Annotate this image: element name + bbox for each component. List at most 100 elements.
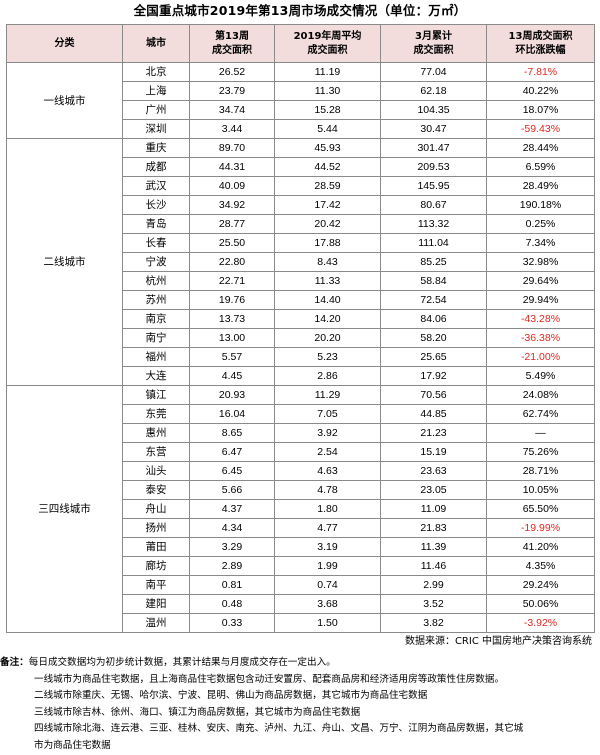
march-cell: 70.56 [380, 385, 487, 405]
change-cell: 28.49% [486, 176, 595, 196]
march-cell: 23.05 [380, 480, 487, 500]
change-cell: 0.25% [486, 214, 595, 234]
city-cell: 广州 [122, 100, 190, 120]
notes-line-first: 备注：每日成交数据均为初步统计数据，其累计结果与月度成交存在一定出入。 [0, 655, 594, 672]
avg-cell: 3.68 [274, 594, 381, 614]
avg-cell: 14.20 [274, 309, 381, 329]
city-cell: 温州 [122, 613, 190, 633]
march-cell: 85.25 [380, 252, 487, 272]
change-cell: -21.00% [486, 347, 595, 367]
city-cell: 廊坊 [122, 556, 190, 576]
header-week13-line1: 第13周 [215, 30, 249, 42]
city-cell: 福州 [122, 347, 190, 367]
avg-cell: 8.43 [274, 252, 381, 272]
change-cell: 62.74% [486, 404, 595, 424]
header-avg-line2: 成交面积 [307, 44, 348, 56]
march-cell: 30.47 [380, 119, 487, 139]
change-cell: — [486, 423, 595, 443]
march-cell: 21.23 [380, 423, 487, 443]
avg-cell: 20.20 [274, 328, 381, 348]
table-row: 建阳 0.48 3.68 3.52 50.06% [7, 594, 595, 614]
week13-cell: 89.70 [189, 138, 275, 158]
change-cell: 50.06% [486, 594, 595, 614]
week13-cell: 20.93 [189, 385, 275, 405]
header-city: 城市 [122, 24, 190, 63]
avg-cell: 2.54 [274, 442, 381, 462]
change-cell: -7.81% [486, 62, 595, 82]
header-avg: 2019年周平均 成交面积 [274, 24, 381, 63]
week13-cell: 19.76 [189, 290, 275, 310]
table-row: 南京 13.73 14.20 84.06 -43.28% [7, 309, 595, 329]
city-cell: 舟山 [122, 499, 190, 519]
avg-cell: 3.92 [274, 423, 381, 443]
week13-cell: 13.00 [189, 328, 275, 348]
week13-cell: 5.57 [189, 347, 275, 367]
notes-line: 市为商品住宅数据 [34, 739, 111, 751]
march-cell: 145.95 [380, 176, 487, 196]
week13-cell: 44.31 [189, 157, 275, 177]
avg-cell: 1.99 [274, 556, 381, 576]
notes-line: 每日成交数据均为初步统计数据，其累计结果与月度成交存在一定出入。 [28, 657, 336, 668]
avg-cell: 7.05 [274, 404, 381, 424]
week13-cell: 4.45 [189, 366, 275, 386]
table-body: 一线城市 北京 26.52 11.19 77.04 -7.81% 上海 23.79 11.30 6… [6, 62, 595, 633]
header-category: 分类 [6, 24, 123, 63]
category-cell: 二线城市 [6, 138, 123, 386]
table-row: 长春 25.50 17.88 111.04 7.34% [7, 233, 595, 253]
table-row: 廊坊 2.89 1.99 11.46 4.35% [7, 556, 595, 576]
notes-line: 四线城市除北海、连云港、三亚、桂林、安庆、南充、泸州、九江、舟山、文昌、万宁、江… [34, 723, 524, 735]
avg-cell: 3.19 [274, 537, 381, 557]
change-cell: 18.07% [486, 100, 595, 120]
header-week13: 第13周 成交面积 [189, 24, 275, 63]
table-row: 南平 0.81 0.74 2.99 29.24% [7, 575, 595, 595]
change-cell: 7.34% [486, 233, 595, 253]
change-cell: 75.26% [486, 442, 595, 462]
march-cell: 58.20 [380, 328, 487, 348]
change-cell: 6.59% [486, 157, 595, 177]
city-cell: 泰安 [122, 480, 190, 500]
header-category-label: 分类 [54, 37, 75, 49]
change-cell: 24.08% [486, 385, 595, 405]
header-row: 分类 城市 第13周 成交面积 2019年周平均 成交面积 3月累计 成交面积 13周… [6, 24, 595, 63]
week13-cell: 0.81 [189, 575, 275, 595]
avg-cell: 28.59 [274, 176, 381, 196]
avg-cell: 17.88 [274, 233, 381, 253]
march-cell: 21.83 [380, 518, 487, 538]
avg-cell: 5.23 [274, 347, 381, 367]
city-cell: 长春 [122, 233, 190, 253]
change-cell: 29.64% [486, 271, 595, 291]
city-cell: 宁波 [122, 252, 190, 272]
week13-cell: 28.77 [189, 214, 275, 234]
week13-cell: 26.52 [189, 62, 275, 82]
change-cell: 4.35% [486, 556, 595, 576]
table-row: 一线城市 北京 26.52 11.19 77.04 -7.81% [6, 62, 595, 139]
city-cell: 苏州 [122, 290, 190, 310]
header-avg-line1: 2019年周平均 [293, 30, 362, 42]
avg-cell: 11.33 [274, 271, 381, 291]
city-cell: 东莞 [122, 404, 190, 424]
city-cell: 汕头 [122, 461, 190, 481]
march-cell: 11.39 [380, 537, 487, 557]
table-row: 舟山 4.37 1.80 11.09 65.50% [7, 499, 595, 519]
march-cell: 25.65 [380, 347, 487, 367]
march-cell: 62.18 [380, 81, 487, 101]
week13-cell: 22.71 [189, 271, 275, 291]
city-cell: 建阳 [122, 594, 190, 614]
header-change: 13周成交面积 环比涨跌幅 [486, 24, 595, 63]
city-cell: 重庆 [122, 138, 190, 158]
week13-cell: 23.79 [189, 81, 275, 101]
table-row: 莆田 3.29 3.19 11.39 41.20% [7, 537, 595, 557]
city-cell: 大连 [122, 366, 190, 386]
week13-cell: 6.45 [189, 461, 275, 481]
march-cell: 17.92 [380, 366, 487, 386]
change-cell: -19.99% [486, 518, 595, 538]
city-cell: 镇江 [122, 385, 190, 405]
avg-cell: 2.86 [274, 366, 381, 386]
avg-cell: 4.77 [274, 518, 381, 538]
market-table: 分类 城市 第13周 成交面积 2019年周平均 成交面积 3月累计 成交面积 13周… [6, 24, 595, 633]
march-cell: 77.04 [380, 62, 487, 82]
change-cell: -36.38% [486, 328, 595, 348]
table-row: 武汉 40.09 28.59 145.95 28.49% [7, 176, 595, 196]
city-cell: 莆田 [122, 537, 190, 557]
week13-cell: 3.29 [189, 537, 275, 557]
